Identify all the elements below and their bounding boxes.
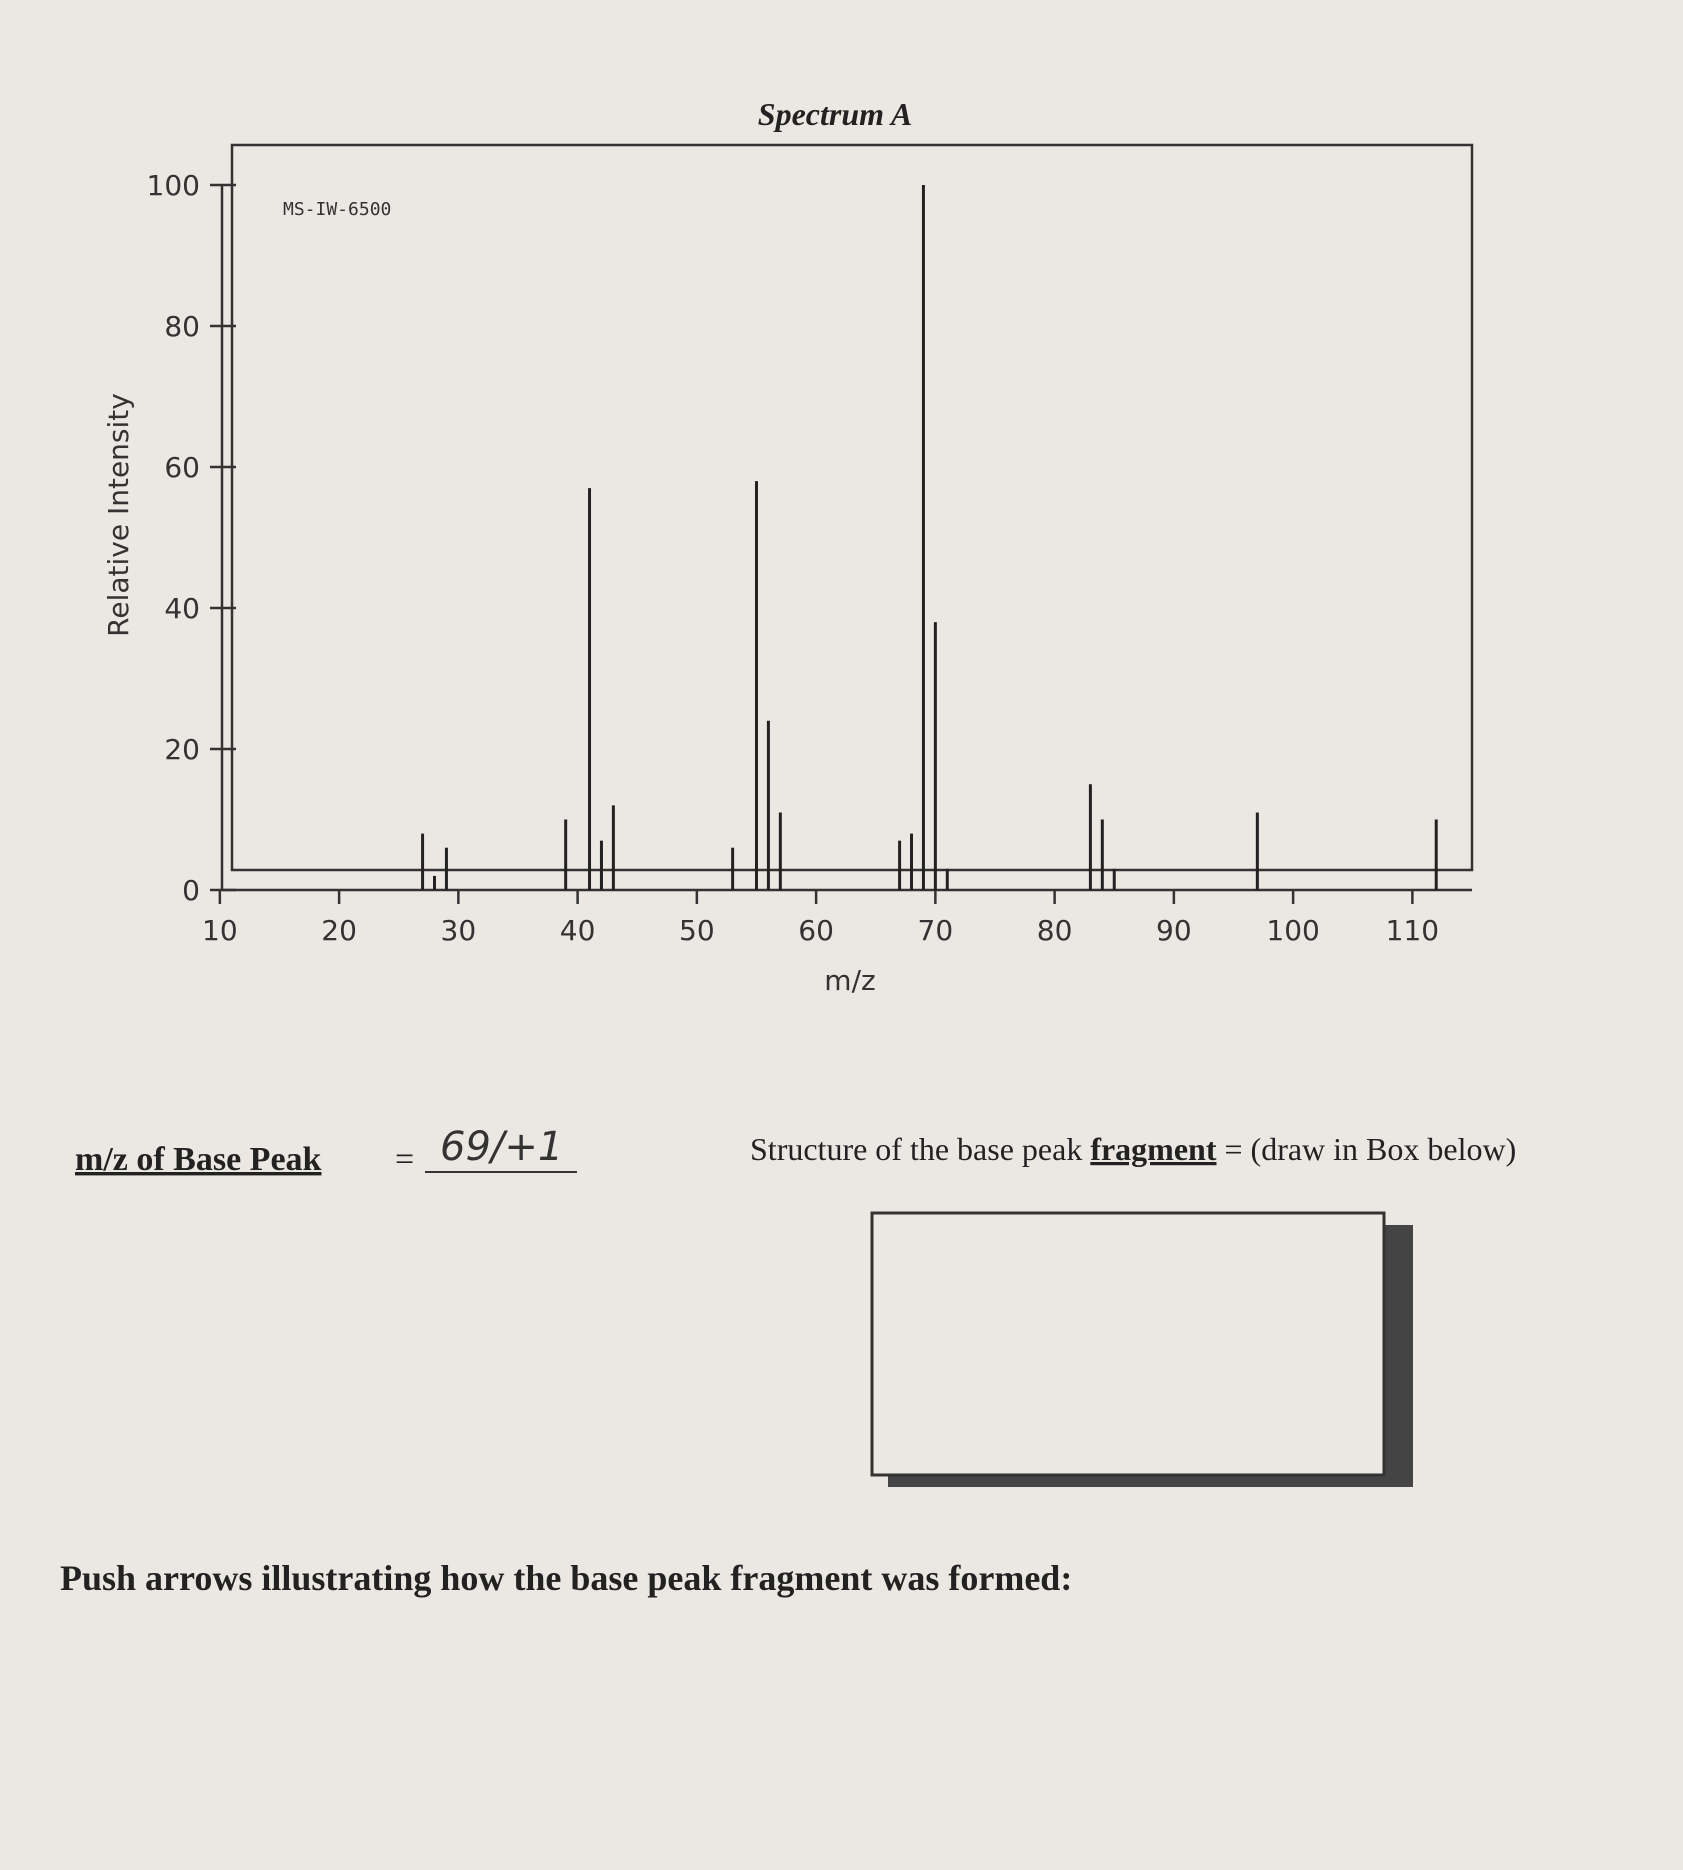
x-tick-label: 110 xyxy=(1386,914,1439,947)
y-tick-label: 40 xyxy=(164,592,200,625)
answer-box[interactable] xyxy=(870,1211,1386,1477)
x-tick-label: 50 xyxy=(679,914,715,947)
base-peak-answer: 69/+1 xyxy=(440,1124,563,1170)
x-tick-label: 80 xyxy=(1037,914,1073,947)
annotation: MS-IW-6500 xyxy=(283,199,391,220)
x-tick-label: 10 xyxy=(202,914,238,947)
x-tick-label: 90 xyxy=(1156,914,1192,947)
x-axis-label: m/z xyxy=(824,964,875,997)
push-arrows-prompt: Push arrows illustrating how the base pe… xyxy=(60,1558,1072,1598)
chart-title: Spectrum A xyxy=(758,96,912,132)
x-tick-label: 100 xyxy=(1266,914,1319,947)
y-tick-label: 80 xyxy=(164,310,200,343)
base-peak-label: m/z of Base Peak xyxy=(75,1141,322,1178)
y-tick-label: 0 xyxy=(182,874,200,907)
x-tick-label: 40 xyxy=(560,914,596,947)
y-tick-label: 20 xyxy=(164,733,200,766)
y-tick-label: 100 xyxy=(147,169,200,202)
x-tick-label: 30 xyxy=(441,914,477,947)
y-axis-label: Relative Intensity xyxy=(102,393,135,637)
x-tick-label: 70 xyxy=(918,914,954,947)
equals: = xyxy=(395,1141,414,1178)
structure-label: Structure of the base peak xyxy=(750,1131,1082,1167)
structure-rest: = (draw in Box below) xyxy=(1224,1131,1516,1167)
structure-keyword: fragment xyxy=(1090,1131,1217,1167)
y-tick-label: 60 xyxy=(164,451,200,484)
structure-prompt: Structure of the base peak fragment = (d… xyxy=(750,1131,1516,1167)
x-tick-label: 60 xyxy=(798,914,834,947)
x-tick-label: 20 xyxy=(321,914,357,947)
plot-frame xyxy=(230,143,1474,872)
